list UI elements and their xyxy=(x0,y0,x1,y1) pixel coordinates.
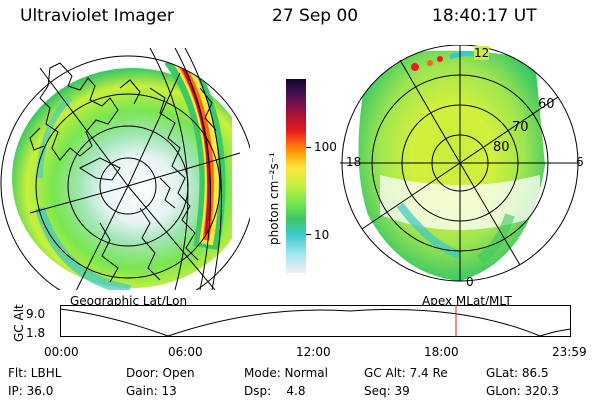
apex-image xyxy=(340,45,580,282)
status-glat: GLat: 86.5 xyxy=(486,366,549,380)
orbit-tick-1800: 18:00 xyxy=(424,345,459,359)
colorbar-label-100: 100 xyxy=(314,140,337,154)
mlt-18-label: 18 xyxy=(346,155,362,169)
status-gain: Gain: 13 xyxy=(126,384,177,398)
mlat-70-label: 70 xyxy=(512,120,529,135)
status-ip: IP: 36.0 xyxy=(8,384,54,398)
colorbar-unit-text: photon cm⁻²s⁻¹ xyxy=(267,152,281,245)
orbit-tick-0000: 00:00 xyxy=(44,345,79,359)
mlt-6-label: 6 xyxy=(576,155,584,169)
orbit-tick-1200: 12:00 xyxy=(296,345,331,359)
time-label: 18:40:17 UT xyxy=(432,6,537,26)
date-label: 27 Sep 00 xyxy=(272,6,359,26)
colorbar xyxy=(286,79,306,273)
status-door: Door: Open xyxy=(126,366,195,380)
mlat-60-label: 60 xyxy=(538,97,555,112)
mlat-80-label: 80 xyxy=(493,140,510,155)
geographic-image xyxy=(0,47,250,290)
colorbar-unit: photon cm⁻²s⁻¹ xyxy=(267,152,281,245)
colorbar-tick-100 xyxy=(306,147,311,148)
status-gc-alt: GC Alt: 7.4 Re xyxy=(364,366,448,380)
orbit-ylabel-text: GC Alt xyxy=(12,304,26,342)
orbit-ylabel: GC Alt xyxy=(12,304,26,342)
instrument-title: Ultraviolet Imager xyxy=(20,6,174,26)
orbit-plot xyxy=(60,305,572,337)
status-filter: Flt: LBHL xyxy=(8,366,62,380)
orbit-ymin: 1.8 xyxy=(26,326,46,340)
orbit-ymax: 9.0 xyxy=(26,307,46,321)
mlt-12-label: 12 xyxy=(474,46,490,60)
orbit-altitude-curve xyxy=(60,308,572,337)
mlt-0-label: 0 xyxy=(466,275,474,289)
orbit-tick-2359: 23:59 xyxy=(552,345,587,359)
apex-panel-label: Apex MLat/MLT xyxy=(422,294,512,308)
orbit-tick-0600: 06:00 xyxy=(168,345,203,359)
colorbar-label-10: 10 xyxy=(314,228,330,242)
status-glon: GLon: 320.3 xyxy=(486,384,559,398)
colorbar-tick-10 xyxy=(306,234,311,235)
geo-panel-label: Geographic Lat/Lon xyxy=(70,294,188,308)
status-dsp: Dsp: 4.8 xyxy=(244,384,306,398)
status-seq: Seq: 39 xyxy=(364,384,410,398)
status-mode: Mode: Normal xyxy=(244,366,328,380)
